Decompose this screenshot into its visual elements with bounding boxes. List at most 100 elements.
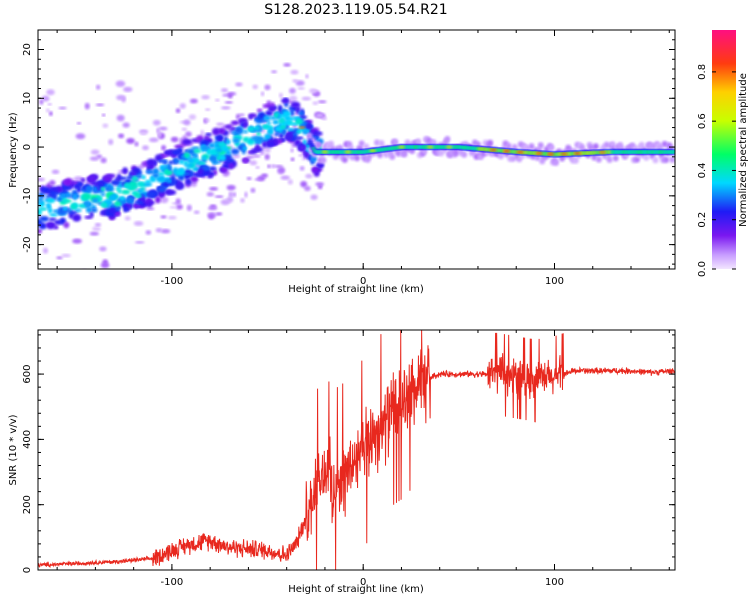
spectrum-cell [256,131,261,136]
spectrum-hotspot [369,149,377,152]
spectrum-cell [145,191,155,198]
spectrum-noise [207,213,215,220]
spectrum-cell [182,138,193,145]
spectrum-noise [279,92,283,98]
spectrum-noise [49,179,56,186]
x-tick-label: -100 [161,276,184,287]
spectrum-noise [169,206,178,209]
spectrum-cell [272,119,280,125]
spectrum-cell [105,186,111,192]
x-tick-label: 100 [545,276,564,287]
spectrum-cell [300,122,306,127]
spectrum-cell [72,193,78,201]
spectrum-peak [46,204,52,210]
spectrum-noise [239,113,245,117]
spectrum-noise [305,173,313,179]
spectrum-noise [252,154,261,158]
spectrum-halo [415,138,422,145]
spectrum-cell [261,141,268,148]
spectrum-halo [657,144,664,151]
spectrum-peak [129,181,138,187]
spectrum-noise [312,101,319,105]
spectrum-halo [354,154,361,162]
spectrum-noise [290,148,294,153]
spectrum-peak [217,142,225,148]
spectrum-cell [134,200,144,205]
spectrum-cell [203,135,210,140]
spectrum-noise [39,99,44,105]
spectrum-halo [337,144,344,152]
spectrum-halo [389,153,396,160]
spectrum-noise [56,288,65,292]
spectrum-halo [553,159,560,166]
spectrum-cell [201,165,210,172]
spectrum-halo [510,155,517,162]
spectrum-noise [72,238,83,244]
spectrum-noise [99,246,107,252]
spectrum-noise [290,69,299,75]
spectrum-cell [121,189,131,195]
spectrum-halo [534,154,541,161]
spectrum-noise [289,95,298,102]
spectrum-cell [80,177,86,183]
spectrum-noise [50,313,58,316]
spectrum-halo [511,144,518,151]
spectrum-noise [206,191,215,197]
spectrum-noise [85,287,92,291]
spectrum-noise [185,131,192,137]
spectrum-halo [595,156,602,163]
spectrum-cell [64,177,73,186]
colorbar-tick-label: 0.8 [697,64,708,80]
spectrum-noise [232,154,241,159]
y-tick-label: 10 [22,92,33,105]
spectrum-cell [299,145,305,151]
spectrum-noise [42,247,49,254]
spectrum-noise [56,256,63,260]
spectrum-noise [212,164,216,168]
spectrum-cell [77,203,87,209]
y-tick-label: 0 [22,567,33,573]
spectrum-noise [267,164,271,168]
spectrum-cell [268,142,274,146]
spectrum-cell [281,98,290,104]
spectrum-cell [48,217,57,222]
spectrum-halo [377,151,384,159]
spectrum-noise [224,101,233,104]
spectrum-cell [274,132,280,137]
spectrum-noise [232,192,237,198]
spectrum-halo [315,141,322,148]
spectrum-noise [41,95,50,102]
spectrum-peak [254,126,260,130]
spectrum-noise [298,154,303,157]
spectrum-cell [289,108,295,117]
spectrum-noise [95,272,98,276]
spectrum-halo [663,156,670,163]
spectrum-noise [220,199,230,206]
snr-frame [37,329,676,571]
spectrum-cell [84,200,90,207]
spectrum-peak [91,198,99,204]
spectrum-cell [39,215,49,222]
spectrum-noise [152,119,161,126]
spectrum-cell [162,182,170,187]
spectrum-cell [52,209,59,214]
spectrum-cell [38,197,44,202]
spectrum-cell [272,138,279,146]
spectrum-cell [85,206,93,213]
spectrum-noise [100,286,109,290]
spectrum-cell [72,213,82,222]
x-tick-label: 0 [360,276,366,287]
spectrum-peak [226,139,231,145]
spectrum-noise [100,157,107,164]
spectrum-peak [126,184,131,189]
spectrum-noise [102,113,106,117]
spectrum-cell [298,111,304,116]
spectrum-noise [114,276,120,280]
spectrum-cell [255,143,261,152]
spectrum-cell [123,204,128,213]
spectrum-noise [58,106,67,110]
spectrum-noise [271,70,278,74]
y-tick-label: -10 [22,188,33,204]
spectrum-cell [243,158,248,163]
spectrum-noise [127,294,134,299]
